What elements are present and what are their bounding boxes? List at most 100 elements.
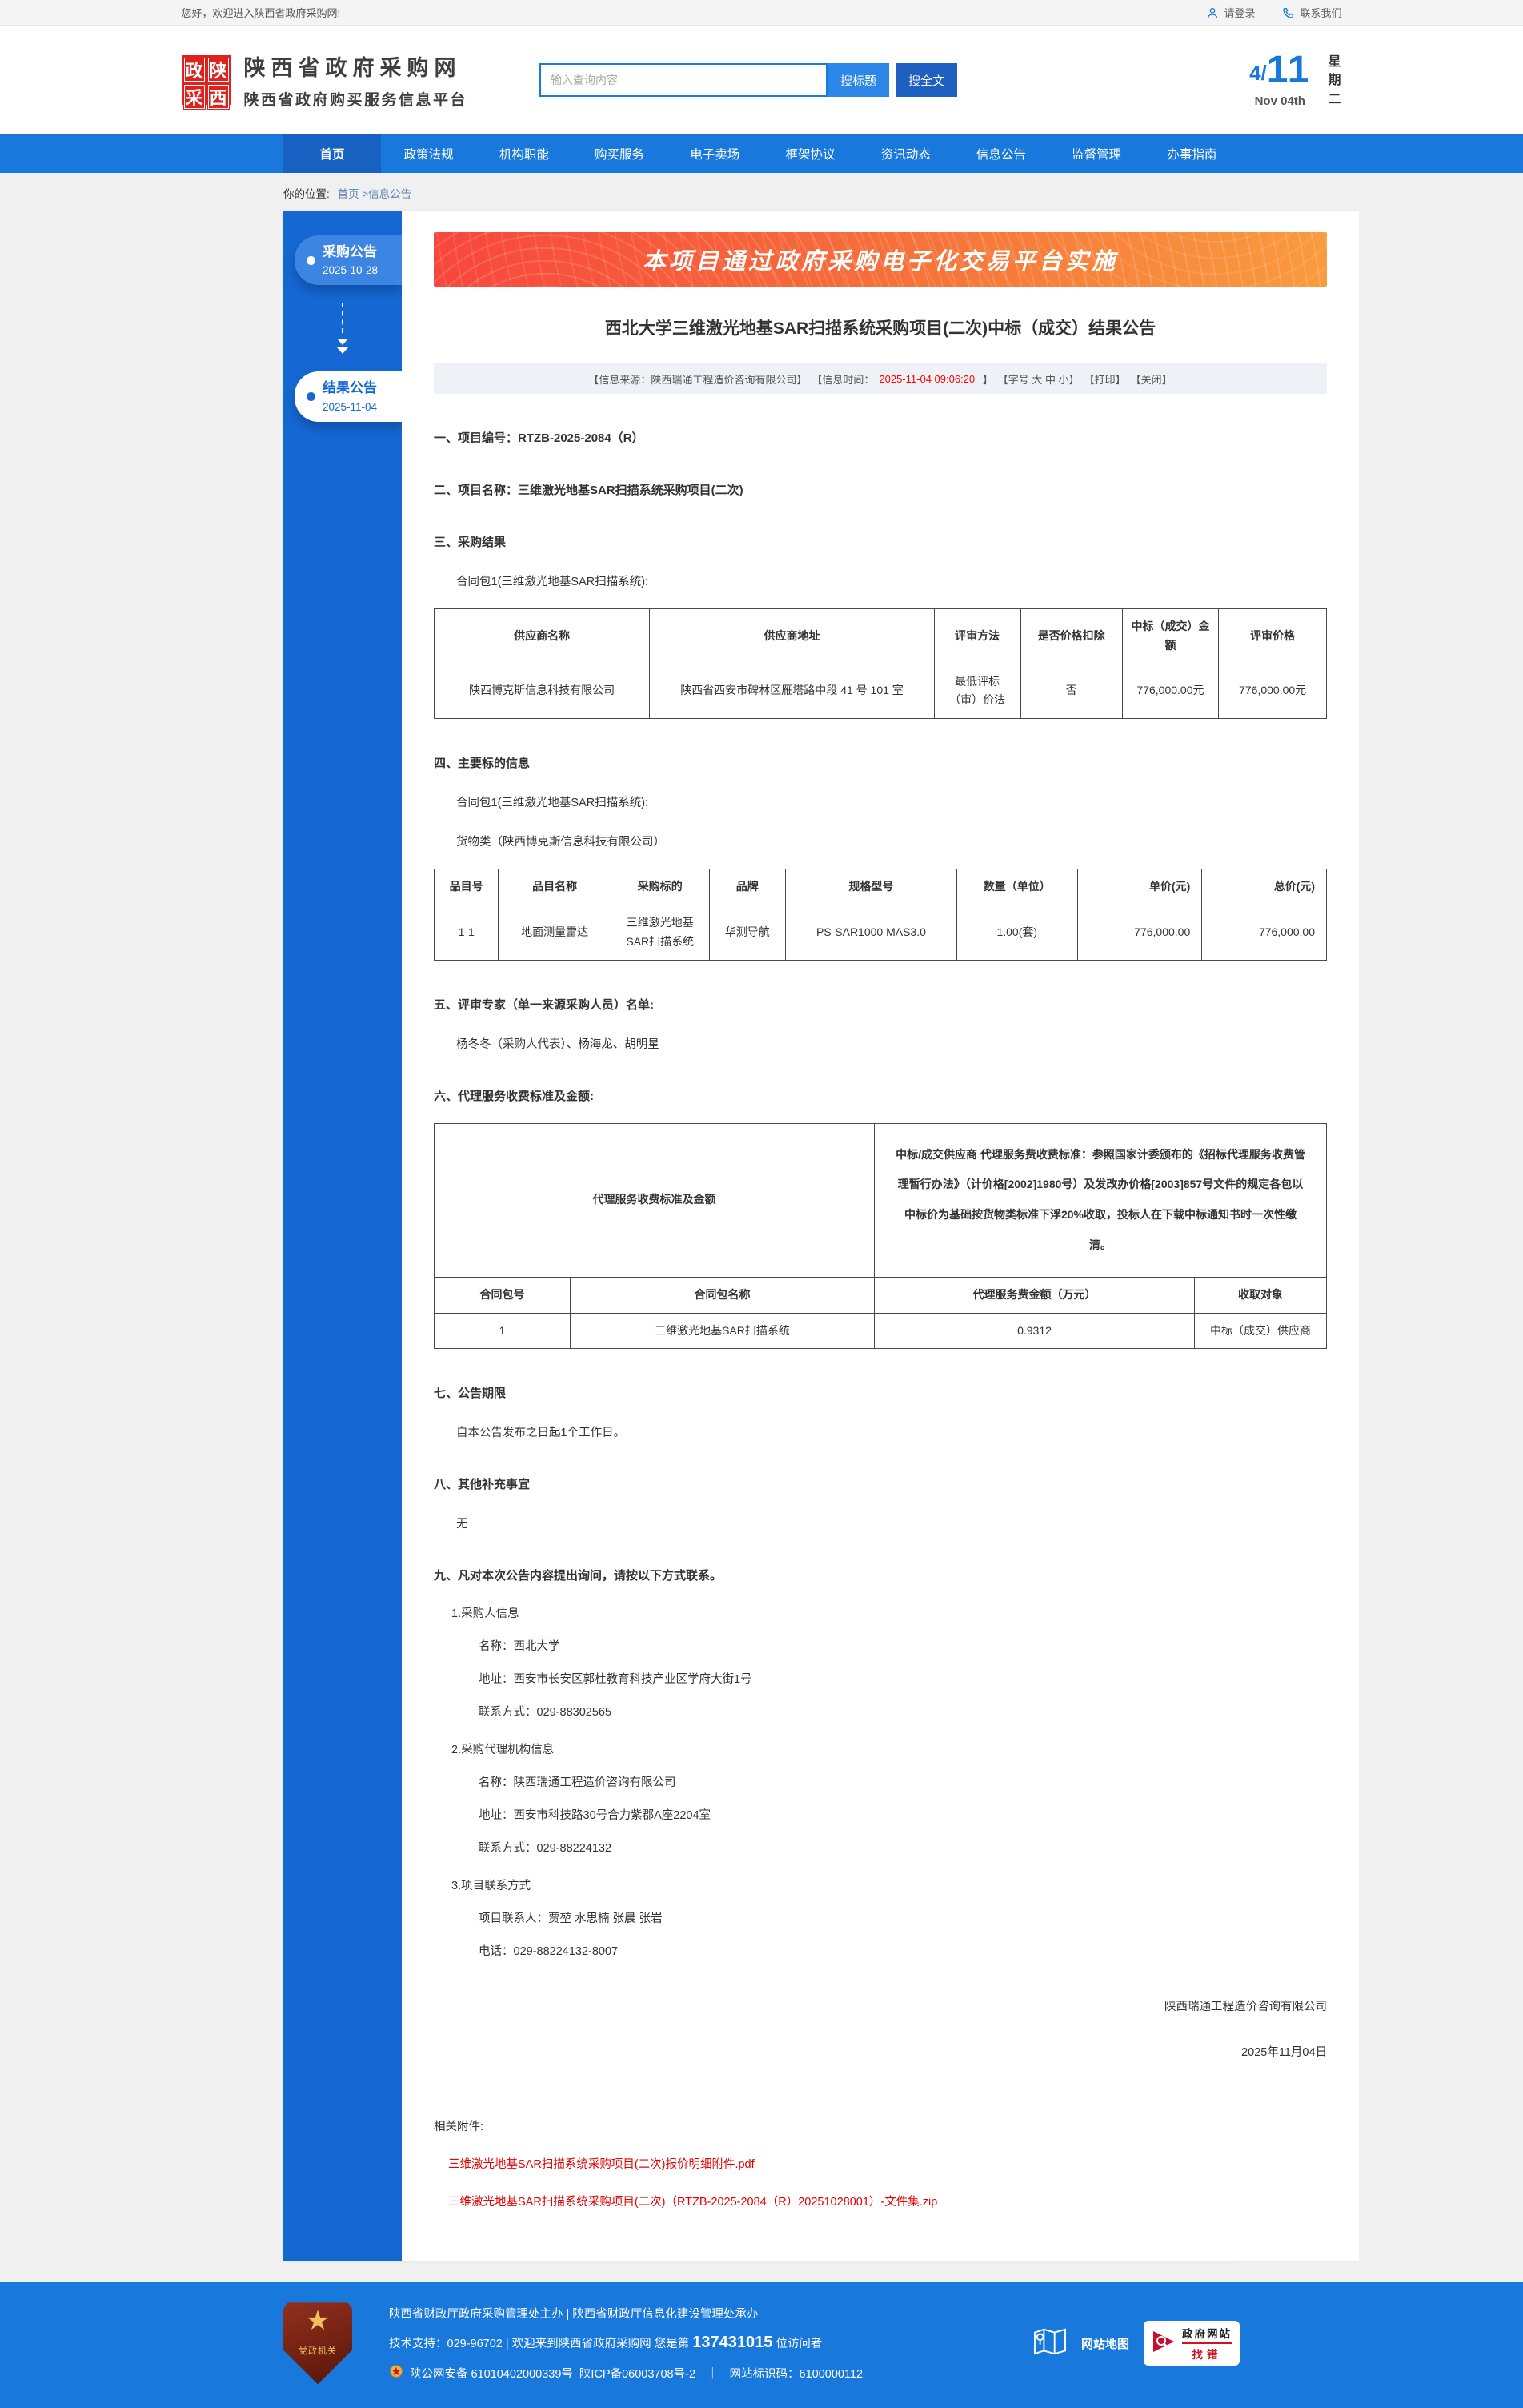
footer-organizer-line: 陕西省财政厅政府采购管理处主办 | 陕西省财政厅信息化建设管理处承办: [389, 2308, 759, 2322]
website-error-report-badge[interactable]: 政府网站 找错: [1144, 2321, 1240, 2366]
nav-item-supervision[interactable]: 监督管理: [1072, 148, 1122, 162]
site-footer: ★ 党政机关 陕西省财政厅政府采购管理处主办 | 陕西省财政厅信息化建设管理处承…: [0, 2282, 1523, 2408]
table-cell: 陕西博克斯信息科技有限公司: [433, 663, 651, 720]
table-cell: 1-1: [433, 904, 499, 961]
table-cell: 华测导航: [708, 904, 786, 961]
table-cell: 0.9312: [874, 1312, 1195, 1350]
nav-item-guide[interactable]: 办事指南: [1167, 148, 1217, 162]
column-header: 合同包号: [434, 1276, 571, 1314]
info-source: 【信息来源：陕西瑞通工程造价咨询有限公司】: [588, 373, 808, 386]
nav-item-framework[interactable]: 框架协议: [785, 148, 836, 162]
column-header: 数量（单位）: [956, 869, 1078, 905]
print-button[interactable]: 【打印】: [1084, 373, 1126, 386]
column-header: 总价(元): [1201, 869, 1328, 905]
search-fulltext-button[interactable]: 搜全文: [896, 63, 958, 97]
nav-item-functions[interactable]: 机构职能: [499, 148, 549, 162]
signature-date: 2025年11月04日: [1241, 2046, 1328, 2060]
section-3-package: 合同包1(三维激光地基SAR扫描系统):: [456, 576, 649, 588]
section-8-content: 无: [456, 1518, 468, 1531]
close-button[interactable]: 【关闭】: [1130, 373, 1172, 386]
section-4-heading: 四、主要标的信息: [434, 757, 531, 771]
date-day: 11: [1266, 49, 1311, 92]
site-logo[interactable]: 政 陕 采 西: [181, 55, 231, 110]
main-nav: 首页 政策法规 机构职能 购买服务 电子卖场 框架协议 资讯动态 信息公告 监督…: [0, 134, 1523, 173]
table-cell: 1.00(套): [956, 904, 1078, 961]
icp-record-link[interactable]: 陕ICP备06003708号-2: [579, 2367, 696, 2381]
breadcrumb: 你的位置: 首页 >信息公告: [283, 173, 1240, 211]
sidebar-item-procurement-announcement[interactable]: 采购公告 2025-10-28: [295, 235, 402, 286]
column-header: 品牌: [708, 869, 786, 905]
table-row: 1 三维激光地基SAR扫描系统 0.9312 中标（成交）供应商: [434, 1312, 1328, 1350]
nav-item-policies[interactable]: 政策法规: [403, 148, 454, 162]
nav-item-news[interactable]: 资讯动态: [880, 148, 931, 162]
column-header: 供应商地址: [649, 608, 935, 664]
search-title-button[interactable]: 搜标题: [828, 63, 890, 97]
section-7-heading: 七、公告期限: [434, 1387, 507, 1401]
agency-address: 地址：西安市科技路30号合力紫郡A座2204室: [479, 1809, 711, 1823]
attachments-label: 相关附件:: [434, 2121, 484, 2134]
section-3-heading: 三、采购结果: [434, 536, 507, 549]
attachments-section: 相关附件: 三维激光地基SAR扫描系统采购项目(二次)报价明细附件.pdf 三维…: [434, 2117, 1327, 2209]
section-5-experts: 杨冬冬（采购人代表）、杨海龙、胡明星: [456, 1037, 659, 1051]
info-time-prefix: 【信息时间：: [812, 373, 875, 386]
column-header: 评审方法: [933, 608, 1021, 664]
nav-item-e-market[interactable]: 电子卖场: [690, 148, 740, 162]
police-badge-icon: [389, 2364, 403, 2382]
agency-info-title: 2.采购代理机构信息: [451, 1744, 555, 1757]
section-7-content: 自本公告发布之日起1个工作日。: [456, 1427, 626, 1440]
table-cell: 最低评标（审）价法: [933, 663, 1021, 720]
search-input[interactable]: [539, 63, 828, 97]
table-cell: 三维激光地基SAR扫描系统: [610, 904, 710, 961]
project-contact-persons: 项目联系人：贾堃 水思楠 张晨 张岩: [479, 1912, 663, 1926]
table-cell: 地面测量雷达: [498, 904, 611, 961]
attachment-pdf-link[interactable]: 三维激光地基SAR扫描系统采购项目(二次)报价明细附件.pdf: [448, 2158, 755, 2172]
government-emblem-icon: ★ 党政机关: [283, 2302, 352, 2385]
column-header: 是否价格扣除: [1020, 608, 1123, 664]
section-4-package: 合同包1(三维激光地基SAR扫描系统):: [456, 797, 649, 810]
font-size-controls[interactable]: 【字号 大 中 小】: [997, 373, 1080, 386]
bid-items-table: 品目号 品目名称 采购标的 品牌 规格型号 数量（单位） 单价(元) 总价(元)…: [433, 869, 1328, 961]
attachment-zip-link[interactable]: 三维激光地基SAR扫描系统采购项目(二次)（RTZB-2025-2084（R）2…: [448, 2196, 938, 2209]
nav-item-announcements[interactable]: 信息公告: [976, 148, 1026, 162]
column-header: 单价(元): [1076, 869, 1203, 905]
site-header: 政 陕 采 西 陕西省政府采购网 陕西省政府购买服务信息平台 搜标题 搜全文 4…: [0, 26, 1523, 134]
column-header: 规格型号: [784, 869, 957, 905]
login-link[interactable]: 请登录: [1206, 5, 1255, 20]
footer-support-line: 技术支持：029-96702 | 欢迎来到陕西省政府采购网 您是第 137431…: [389, 2334, 823, 2352]
breadcrumb-path[interactable]: 首页 >信息公告: [337, 188, 412, 200]
column-header: 评审价格: [1218, 608, 1328, 664]
error-finder-icon: [1152, 2330, 1176, 2358]
sitemap-icon[interactable]: [1033, 2326, 1067, 2361]
table-row: 陕西博克斯信息科技有限公司 陕西省西安市碑林区雁塔路中段 41 号 101 室 …: [433, 663, 1328, 720]
table-cell: 陕西省西安市碑林区雁塔路中段 41 号 101 室: [649, 663, 935, 720]
table-cell: 三维激光地基SAR扫描系统: [570, 1312, 875, 1350]
user-icon: [1206, 6, 1219, 19]
contact-link[interactable]: 联系我们: [1282, 5, 1342, 20]
search-bar: 搜标题 搜全文: [539, 63, 958, 97]
table-cell: 776,000.00元: [1121, 663, 1220, 720]
site-title: 陕西省政府采购网: [243, 56, 462, 80]
agency-phone: 联系方式：029-88224132: [479, 1842, 612, 1856]
date-widget: 4/ 11 Nov 04th 星期二: [1249, 51, 1341, 109]
public-security-record-link[interactable]: 陕公网安备 61010402000339号: [410, 2367, 573, 2381]
purchaser-address: 地址：西安市长安区郭杜教育科技产业区学府大街1号: [479, 1673, 752, 1687]
column-header: 品目名称: [498, 869, 611, 905]
supplier-result-table: 供应商名称 供应商地址 评审方法 是否价格扣除 中标（成交）金额 评审价格 陕西…: [433, 608, 1328, 720]
platform-banner: 本项目通过政府采购电子化交易平台实施: [434, 232, 1328, 287]
sidebar-item-result-announcement[interactable]: 结果公告 2025-11-04: [295, 371, 402, 422]
nav-item-home[interactable]: 首页: [283, 134, 381, 173]
column-header: 收取对象: [1193, 1276, 1328, 1314]
column-header: 供应商名称: [433, 608, 651, 664]
sitemap-link[interactable]: 网站地图: [1080, 2337, 1129, 2351]
table-cell: 中标（成交）供应商: [1193, 1312, 1328, 1350]
date-month: 4/: [1249, 61, 1267, 86]
column-header: 品目号: [433, 869, 499, 905]
nav-item-purchase-services[interactable]: 购买服务: [595, 148, 645, 162]
phone-icon: [1282, 6, 1295, 19]
timeline-sidebar: 采购公告 2025-10-28 结果公告 2025-11-04: [283, 211, 402, 2262]
section-2-project-name: 二、项目名称：三维激光地基SAR扫描系统采购项目(二次): [434, 484, 743, 497]
bullet-dot-icon: [307, 255, 315, 265]
section-5-heading: 五、评审专家（单一来源采购人员）名单:: [434, 997, 654, 1012]
agency-fee-table: 代理服务收费标准及金额 中标/成交供应商 代理服务费收费标准：参照国家计委颁布的…: [434, 1122, 1328, 1350]
visitor-count: 137431015: [692, 2334, 773, 2352]
